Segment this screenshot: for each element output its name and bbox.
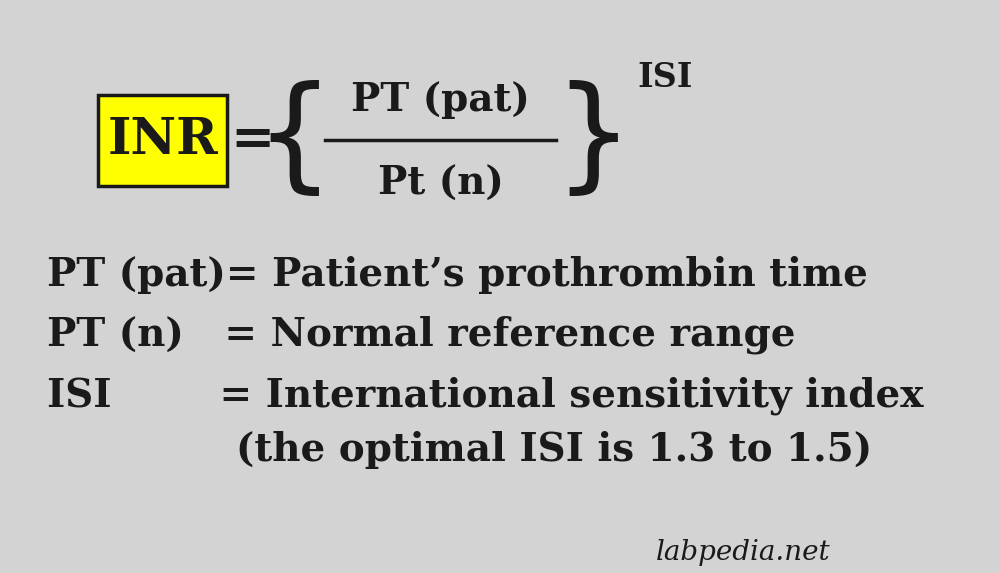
Text: =: = [230,115,275,166]
Text: PT (pat)= Patient’s prothrombin time: PT (pat)= Patient’s prothrombin time [47,256,868,294]
Text: ISI: ISI [638,61,693,94]
Text: INR: INR [107,116,218,165]
Text: Pt (n): Pt (n) [378,164,504,202]
Text: $\{$: $\{$ [254,80,320,201]
Text: ISI        = International sensitivity index: ISI = International sensitivity index [47,376,924,415]
Text: labpedia.net: labpedia.net [656,539,830,567]
Text: PT (n)   = Normal reference range: PT (n) = Normal reference range [47,316,796,355]
Text: PT (pat): PT (pat) [351,81,530,119]
Text: (the optimal ISI is 1.3 to 1.5): (the optimal ISI is 1.3 to 1.5) [47,431,872,469]
Text: $\}$: $\}$ [553,80,619,201]
FancyBboxPatch shape [98,95,227,186]
